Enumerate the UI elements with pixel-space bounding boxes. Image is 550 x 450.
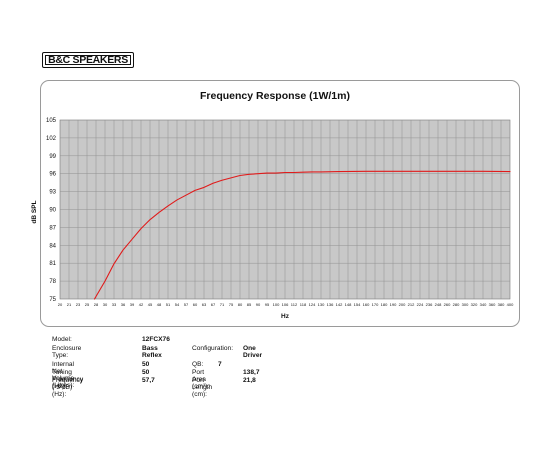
tuning-label: Tuning Frequency (Hz): [52, 369, 84, 390]
x-tick-label: 212 [408, 302, 415, 307]
y-tick-label: 87 [49, 225, 56, 231]
y-tick-label: 78 [49, 279, 56, 285]
x-tick-label: 280 [453, 302, 460, 307]
y-tick-label: 93 [49, 190, 56, 196]
x-tick-label: 33 [112, 302, 117, 307]
x-tick-label: 340 [480, 302, 487, 307]
port-area-label: Port Area (cm²): [192, 369, 210, 390]
port-area-value: 138,7 [243, 369, 260, 376]
y-tick-label: 75 [49, 297, 56, 303]
x-tick-label: 154 [354, 302, 361, 307]
y-tick-labels: 75 78 81 84 87 90 93 96 99 102 105 [46, 118, 57, 303]
x-tick-label: 45 [148, 302, 153, 307]
y-axis-label: dB SPL [31, 200, 38, 223]
x-tick-label: 39 [130, 302, 135, 307]
x-tick-label: 148 [345, 302, 352, 307]
x-tick-label: 380 [498, 302, 505, 307]
enclosure-value: Bass Reflex [142, 345, 162, 359]
qb-label: QB: [192, 361, 204, 368]
x-tick-label: 30 [103, 302, 108, 307]
y-tick-label: 90 [49, 208, 56, 214]
x-tick-label: 85 [247, 302, 252, 307]
y-tick-label: 99 [49, 154, 56, 160]
x-tick-label: 136 [327, 302, 334, 307]
x-axis-label: Hz [281, 313, 290, 320]
x-tick-label: 20 [58, 302, 63, 307]
x-tick-label: 21 [67, 302, 72, 307]
x-tick-label: 51 [166, 302, 171, 307]
port-length-label: Port Length (cm): [192, 377, 213, 398]
x-tick-label: 300 [462, 302, 469, 307]
x-tick-label: 60 [193, 302, 198, 307]
y-tick-label: 84 [49, 243, 56, 249]
x-tick-label: 260 [444, 302, 451, 307]
series-group [93, 170, 511, 300]
x-tick-label: 90 [256, 302, 261, 307]
f3-value: 57,7 [142, 377, 155, 384]
x-tick-label: 112 [291, 302, 298, 307]
frequency-response-line [93, 170, 511, 300]
x-tick-label: 160 [363, 302, 370, 307]
configuration-value: One Driver [243, 345, 263, 359]
chart-title: Frequency Response (1W/1m) [200, 90, 350, 102]
volume-value: 50 [142, 361, 150, 368]
grid-lines [60, 120, 510, 299]
x-tick-label: 200 [399, 302, 406, 307]
x-tick-label: 130 [318, 302, 325, 307]
x-tick-label: 360 [489, 302, 496, 307]
x-tick-label: 57 [184, 302, 189, 307]
x-tick-label: 95 [265, 302, 270, 307]
x-tick-labels: 20 21 23 25 28 30 33 36 39 42 45 48 51 54 57 60 63 67 71 75… [58, 302, 514, 307]
y-tick-label: 96 [49, 172, 56, 178]
x-tick-label: 25 [85, 302, 90, 307]
x-tick-label: 80 [238, 302, 243, 307]
qb-value: 7 [218, 361, 222, 368]
x-tick-label: 224 [417, 302, 424, 307]
enclosure-label: Enclosure Type: [52, 345, 82, 359]
tuning-value: 50 [142, 369, 150, 376]
x-tick-label: 236 [426, 302, 433, 307]
model-value: 12FCX76 [142, 336, 170, 343]
x-tick-label: 142 [336, 302, 343, 307]
x-tick-label: 170 [372, 302, 379, 307]
x-tick-label: 48 [157, 302, 162, 307]
x-tick-label: 190 [390, 302, 397, 307]
logo-frame [45, 55, 131, 65]
port-length-value: 21,8 [243, 377, 256, 384]
x-tick-label: 23 [76, 302, 81, 307]
logo-text: B&C SPEAKERS [48, 54, 128, 66]
y-tick-label: 102 [46, 136, 57, 142]
x-tick-label: 248 [435, 302, 442, 307]
x-tick-label: 320 [471, 302, 478, 307]
x-tick-label: 180 [381, 302, 388, 307]
y-tick-label: 81 [49, 261, 56, 267]
model-label: Model: [52, 336, 72, 343]
x-tick-label: 118 [300, 302, 307, 307]
x-tick-label: 124 [309, 302, 316, 307]
x-tick-label: 36 [121, 302, 126, 307]
x-tick-label: 28 [94, 302, 99, 307]
x-tick-label: 63 [202, 302, 207, 307]
x-tick-label: 71 [220, 302, 225, 307]
y-tick-label: 105 [46, 118, 57, 124]
brand-logo: B&C SPEAKERS [42, 52, 134, 68]
x-tick-label: 100 [273, 302, 280, 307]
x-tick-label: 75 [229, 302, 234, 307]
f3-label: Frequency (-3 dB) (Hz): [52, 377, 84, 398]
volume-label: Internal Net Volume (Litres): [52, 361, 75, 389]
x-tick-label: 42 [139, 302, 144, 307]
configuration-label: Configuration: [192, 345, 234, 352]
x-tick-label: 106 [282, 302, 289, 307]
x-tick-label: 67 [211, 302, 216, 307]
x-tick-label: 54 [175, 302, 180, 307]
x-tick-label: 400 [507, 302, 514, 307]
